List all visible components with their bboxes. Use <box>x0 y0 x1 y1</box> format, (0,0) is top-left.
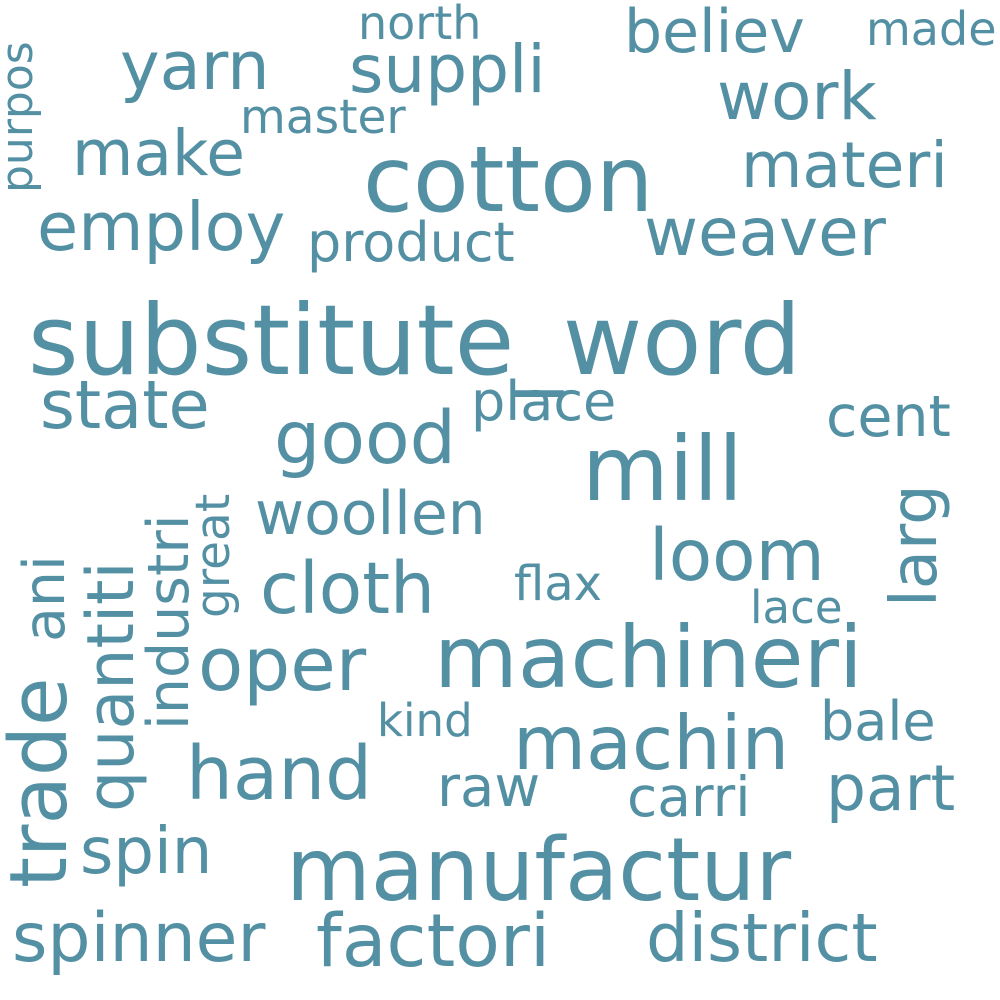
word-cloth: cloth <box>260 547 436 630</box>
word-materi: materi <box>741 129 948 202</box>
word-state: state <box>40 366 210 444</box>
word-hand: hand <box>186 731 373 817</box>
word-made: made <box>866 2 997 56</box>
word-kind: kind <box>377 694 473 747</box>
word-lace: lace <box>750 581 843 634</box>
word-raw: raw <box>437 755 541 820</box>
word-master: master <box>240 90 406 145</box>
word-quantiti: quantiti <box>74 561 149 812</box>
word-great: great <box>186 493 241 618</box>
word-good: good <box>274 396 457 481</box>
word-work: work <box>717 58 877 135</box>
word-district: district <box>646 899 878 977</box>
word-ani: ani <box>12 555 78 642</box>
word-spin: spin <box>80 815 213 889</box>
word-flax: flax <box>514 556 603 612</box>
word-substitute-word: substitute_word <box>28 284 802 397</box>
word-north: north <box>358 0 482 50</box>
word-yarn: yarn <box>120 27 270 105</box>
word-woollen: woollen <box>255 479 486 549</box>
word-purpos: purpos <box>0 41 43 193</box>
word-suppli: suppli <box>349 31 546 108</box>
word-cotton: cotton <box>363 128 654 233</box>
word-mill: mill <box>582 417 743 521</box>
word-carri: carri <box>627 765 751 829</box>
word-machin: machin <box>513 699 790 787</box>
word-weaver: weaver <box>644 194 886 271</box>
word-manufactur: manufactur <box>286 819 792 921</box>
word-cent: cent <box>826 384 951 450</box>
word-product: product <box>307 211 515 274</box>
word-loom: loom <box>649 514 825 597</box>
word-larg: larg <box>878 484 952 607</box>
word-part: part <box>826 752 956 825</box>
word-bale: bale <box>820 690 936 753</box>
word-make: make <box>72 117 245 190</box>
word-spinner: spinner <box>12 899 266 978</box>
word-employ: employ <box>37 188 286 266</box>
word-factori: factori <box>316 899 551 984</box>
word-oper: oper <box>198 622 367 708</box>
word-machineri: machineri <box>434 608 863 708</box>
word-trade: trade <box>0 677 85 888</box>
word-believ: believ <box>624 0 805 67</box>
word-place: place <box>471 370 617 433</box>
